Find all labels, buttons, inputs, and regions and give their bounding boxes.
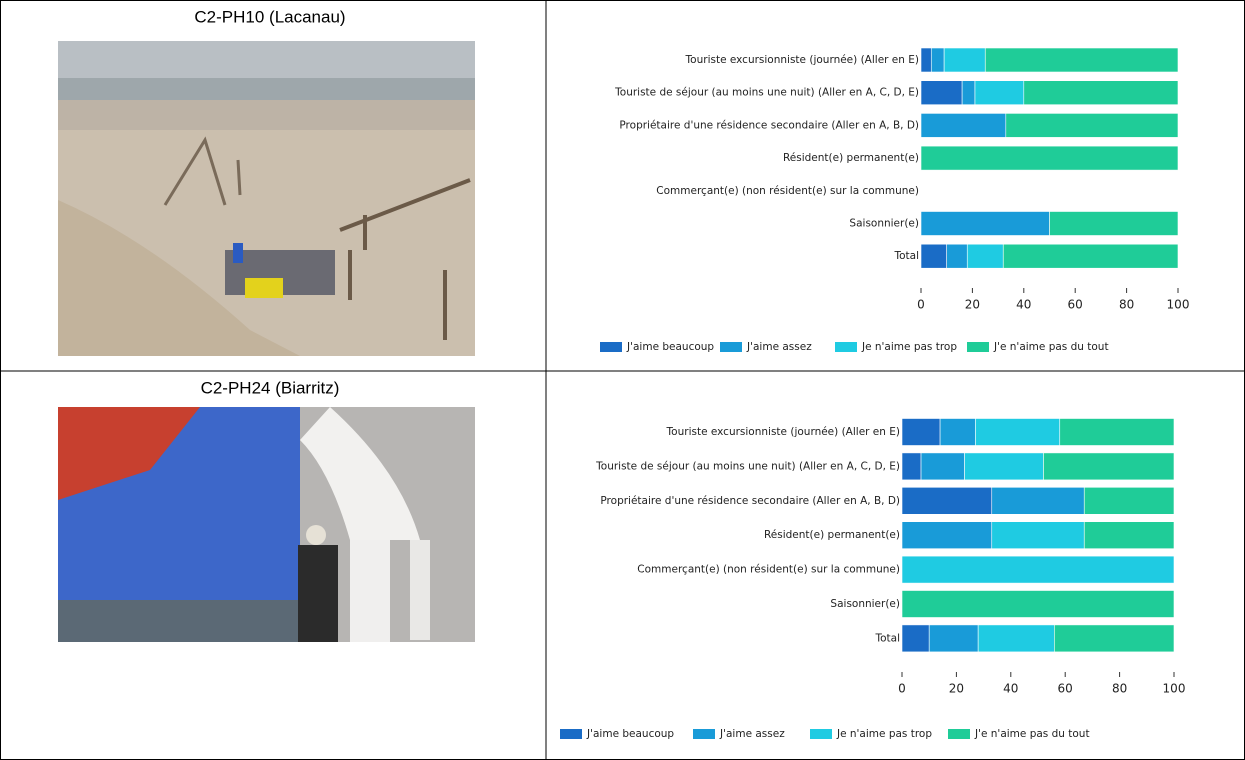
legend-label: Je n'aime pas trop — [836, 728, 932, 740]
x-tick-label: 60 — [1058, 682, 1073, 696]
category-label: Touriste de séjour (au moins une nuit) (… — [595, 460, 900, 472]
bar-segment — [1059, 418, 1175, 446]
bar-segment — [920, 113, 1007, 138]
bar-segment — [901, 624, 930, 653]
x-tick-label: 20 — [965, 298, 980, 312]
bar-segment — [920, 145, 1179, 171]
bar-segment — [946, 243, 968, 269]
category-label: Propriétaire d'une résidence secondaire … — [600, 495, 900, 507]
bar-segment — [977, 624, 1055, 653]
bar-segment — [920, 47, 932, 73]
category-label: Propriétaire d'une résidence secondaire … — [619, 119, 919, 131]
bar-segment — [964, 452, 1044, 481]
legend-label: Je n'aime pas trop — [861, 341, 957, 353]
bar-segment — [928, 624, 979, 653]
bar-segment — [920, 80, 963, 105]
bar-segment — [1083, 521, 1175, 550]
bar-segment — [901, 418, 941, 446]
x-tick-label: 80 — [1119, 298, 1134, 312]
photo-lacanau — [58, 41, 475, 356]
legend-label: J'e n'aime pas du tout — [993, 341, 1109, 353]
legend-label: J'aime assez — [746, 341, 812, 353]
bar-segment — [1002, 243, 1179, 269]
legend-swatch — [693, 729, 715, 739]
bar-segment — [901, 555, 1175, 584]
legend-swatch — [560, 729, 582, 739]
legend-label: J'aime beaucoup — [586, 728, 674, 740]
bar-segment — [920, 211, 1050, 236]
bar-segment — [943, 47, 986, 73]
category-label: Touriste excursionniste (journée) (Aller… — [666, 426, 900, 438]
photo-biarritz — [58, 407, 475, 642]
category-label: Saisonnier(e) — [849, 218, 919, 230]
bar-segment — [901, 521, 993, 550]
legend-swatch — [720, 342, 742, 352]
legend-swatch — [967, 342, 989, 352]
bar-segment — [1023, 80, 1179, 105]
category-label: Total — [893, 250, 919, 262]
x-tick-label: 60 — [1068, 298, 1083, 312]
x-tick-label: 0 — [898, 682, 906, 696]
legend-swatch — [948, 729, 970, 739]
x-tick-label: 80 — [1112, 682, 1127, 696]
category-label: Résident(e) permanent(e) — [764, 529, 900, 541]
x-tick-label: 40 — [1003, 682, 1018, 696]
legend-label: J'e n'aime pas du tout — [974, 728, 1090, 740]
x-tick-label: 20 — [949, 682, 964, 696]
bar-segment — [920, 243, 948, 269]
category-label: Touriste de séjour (au moins une nuit) (… — [614, 87, 919, 99]
bar-segment — [991, 486, 1085, 515]
bar-segment — [961, 80, 976, 105]
bar-segment — [1083, 486, 1175, 515]
legend-label: J'aime beaucoup — [626, 341, 714, 353]
x-tick-label: 0 — [917, 298, 925, 312]
bar-segment — [1005, 113, 1179, 138]
bar-segment — [1054, 624, 1175, 653]
bar-segment — [1043, 452, 1175, 481]
category-label: Touriste excursionniste (journée) (Aller… — [685, 54, 919, 66]
x-tick-label: 100 — [1167, 298, 1190, 312]
bar-segment — [1049, 211, 1179, 236]
bar-segment — [984, 47, 1179, 73]
x-tick-label: 100 — [1163, 682, 1186, 696]
bar-segment — [975, 418, 1061, 446]
category-label: Saisonnier(e) — [830, 598, 900, 610]
bar-segment — [901, 452, 922, 481]
legend-label: J'aime assez — [719, 728, 785, 740]
bar-segment — [920, 452, 965, 481]
bar-segment — [930, 47, 945, 73]
row-title: C2-PH10 (Lacanau) — [194, 7, 345, 26]
row-title: C2-PH24 (Biarritz) — [201, 378, 340, 397]
bar-segment — [939, 418, 976, 446]
bar-segment — [966, 243, 1004, 269]
category-label: Commerçant(e) (non résident(e) sur la co… — [656, 185, 919, 197]
bar-segment — [901, 590, 1175, 618]
x-tick-label: 40 — [1016, 298, 1031, 312]
bar-segment — [974, 80, 1025, 105]
category-label: Résident(e) permanent(e) — [783, 152, 919, 164]
legend-swatch — [810, 729, 832, 739]
legend-swatch — [835, 342, 857, 352]
bar-segment — [991, 521, 1085, 550]
category-label: Total — [874, 632, 900, 644]
bar-segment — [901, 486, 993, 515]
legend-swatch — [600, 342, 622, 352]
category-label: Commerçant(e) (non résident(e) sur la co… — [637, 564, 900, 576]
